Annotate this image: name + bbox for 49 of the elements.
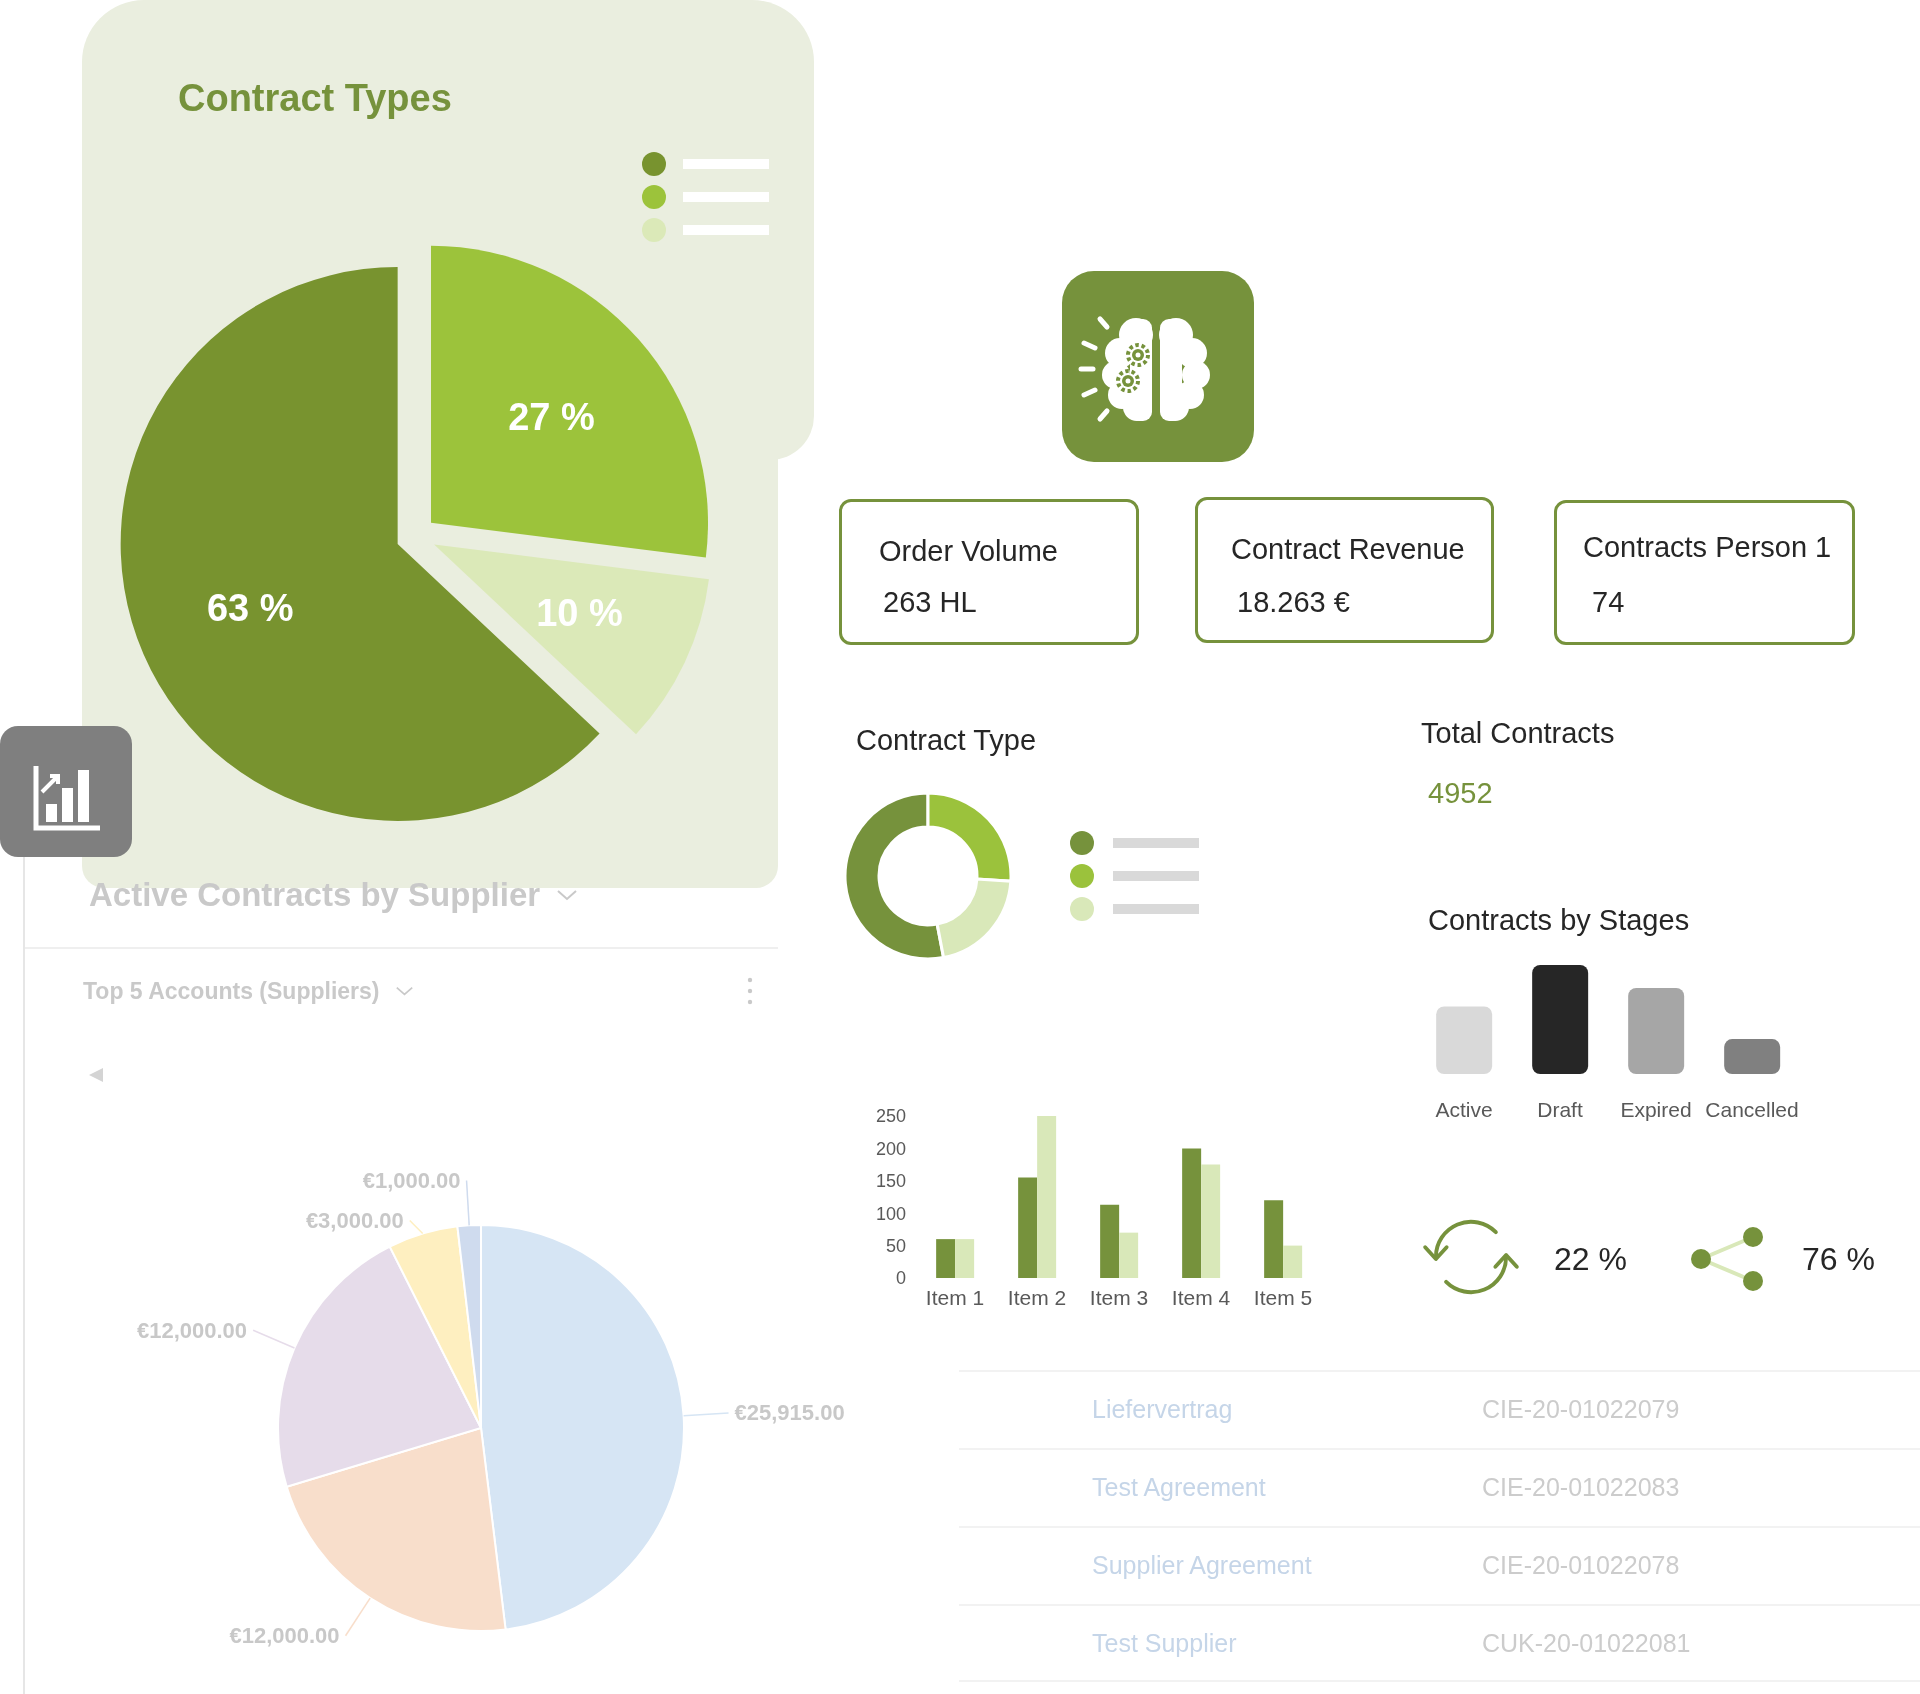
text: Supplier Agreement: [1092, 1550, 1312, 1581]
text: Total Contracts: [1421, 716, 1615, 750]
x-tick-label: Cancelled: [1705, 1097, 1799, 1121]
bar: [1037, 1116, 1057, 1278]
x-tick-label: Item 2: [1007, 1285, 1067, 1309]
bar: [955, 1239, 975, 1278]
data-label: 10 %: [536, 591, 623, 634]
chart-title: Contracts by Stages: [1428, 903, 1690, 937]
chart-title: Contract Types: [178, 76, 452, 121]
y-tick-label: 100: [875, 1203, 906, 1224]
bar: [1119, 1232, 1139, 1278]
x-tick-label: Item 5: [1253, 1285, 1313, 1309]
y-tick-label: 200: [875, 1138, 906, 1159]
bar: [1283, 1245, 1303, 1278]
y-tick-label: 250: [875, 1106, 906, 1127]
bar: [1100, 1204, 1120, 1278]
data-label: 63 %: [206, 586, 294, 629]
bar: [1724, 1039, 1781, 1074]
x-tick-label: Item 3: [1089, 1285, 1149, 1309]
data-label: 27 %: [508, 395, 595, 438]
y-tick-label: 50: [885, 1235, 906, 1256]
bar: [1182, 1148, 1202, 1278]
text: Order Volume: [879, 534, 1058, 568]
text: 22 %: [1554, 1241, 1627, 1278]
bar: [1628, 987, 1685, 1074]
bar: [1201, 1164, 1221, 1278]
x-tick-label: Active: [1435, 1097, 1493, 1121]
x-tick-label: Item 1: [925, 1285, 985, 1309]
text: 76 %: [1802, 1241, 1875, 1278]
text: 4952: [1428, 776, 1493, 810]
chart-title: Contract Type: [856, 723, 1037, 757]
x-tick-label: Draft: [1537, 1097, 1583, 1121]
text: 18.263 €: [1237, 585, 1350, 619]
text: Test Agreement: [1092, 1472, 1266, 1503]
text: Liefervertrag: [1092, 1394, 1233, 1425]
text: 263 HL: [883, 585, 977, 619]
x-tick-label: Expired: [1620, 1097, 1692, 1121]
y-tick-label: 150: [875, 1171, 906, 1192]
bar: [936, 1239, 956, 1278]
text: 74: [1592, 585, 1625, 619]
bar: [1264, 1200, 1284, 1278]
text: Test Supplier: [1092, 1628, 1237, 1659]
y-tick-label: 0: [895, 1268, 906, 1289]
x-tick-label: Item 4: [1171, 1285, 1231, 1309]
bar: [1532, 965, 1589, 1074]
bar: [1436, 1006, 1493, 1074]
bar: [1018, 1177, 1038, 1278]
text: Contract Revenue: [1231, 532, 1465, 566]
text: Contracts Person 1: [1583, 530, 1832, 564]
